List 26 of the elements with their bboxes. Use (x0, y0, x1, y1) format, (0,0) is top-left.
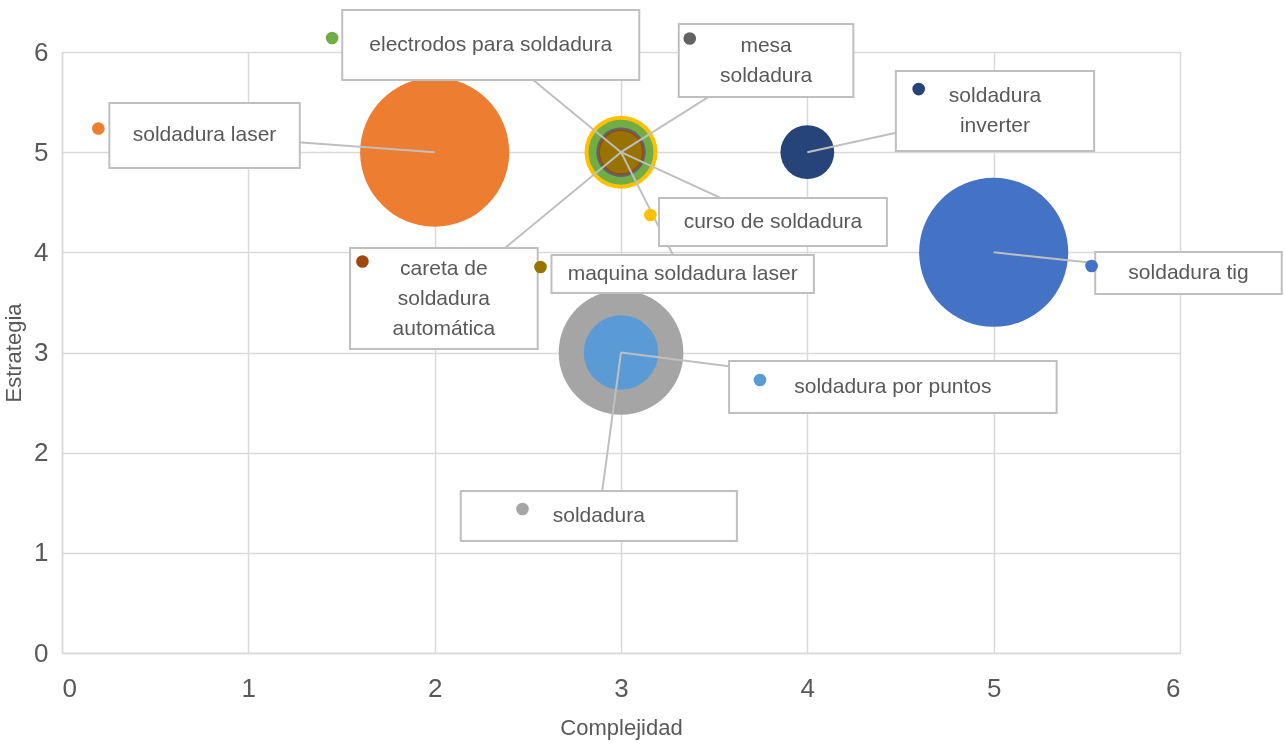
y-tick-label: 4 (34, 236, 49, 267)
x-tick-label: 5 (986, 672, 1002, 703)
x-tick-label: 4 (800, 672, 816, 703)
y-tick-label: 2 (34, 437, 49, 468)
y-tick-label: 6 (34, 36, 49, 67)
legend-label: electrodos para soldadura (369, 32, 613, 56)
legend-label: soldadura laser (132, 122, 277, 146)
x-tick-label: 2 (427, 672, 443, 703)
y-tick-label: 1 (34, 537, 49, 568)
x-tick-label: 6 (1166, 672, 1181, 703)
legend-label: soldadura tig (1128, 260, 1249, 284)
legend-label: soldadura por puntos (794, 374, 992, 398)
y-tick-label: 3 (34, 337, 49, 367)
legend-label: soldadura (552, 503, 646, 527)
legend-label: curso de soldadura (683, 209, 863, 233)
x-axis-title: Complejidad (560, 714, 683, 740)
x-tick-label: 0 (62, 672, 77, 703)
legend-label: soldadura inverter (948, 83, 1042, 137)
y-tick-label: 5 (34, 136, 49, 167)
x-tick-label: 1 (241, 672, 257, 703)
y-tick-label: 0 (34, 637, 49, 668)
legend-label: mesa soldadura (719, 32, 813, 86)
y-axis-title: Estrategia (1, 302, 27, 403)
legend-label: maquina soldadura laser (567, 261, 798, 285)
x-tick-label: 3 (614, 672, 629, 703)
legend-label: careta de soldadura automática (392, 255, 496, 339)
